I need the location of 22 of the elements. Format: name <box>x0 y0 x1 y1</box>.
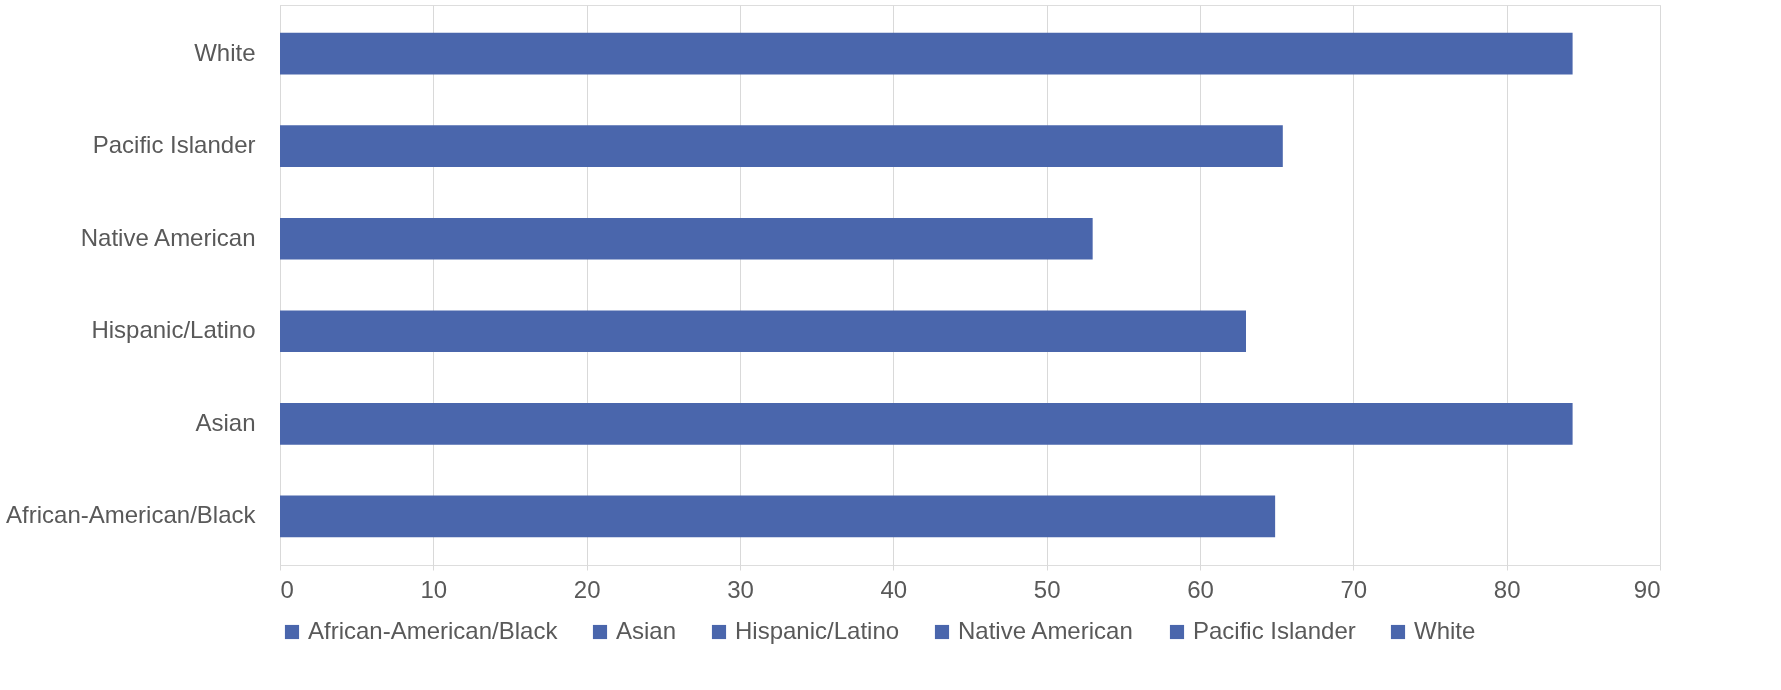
legend-label: Hispanic/Latino <box>735 617 900 644</box>
legend-label: Asian <box>616 617 677 644</box>
y-tick-label: Hispanic/Latino <box>91 316 256 344</box>
legend-label: Native American <box>958 617 1133 644</box>
x-tick-label: 60 <box>1187 575 1214 603</box>
legend-label: Pacific Islander <box>1193 617 1356 644</box>
y-tick-label: White <box>194 38 256 66</box>
legend-label: African-American/Black <box>308 617 559 644</box>
y-tick-label: African-American/Black <box>6 501 257 529</box>
x-tick-label: 70 <box>1340 575 1368 603</box>
x-tick-label: 10 <box>420 575 448 603</box>
x-tick-label: 0 <box>280 575 294 603</box>
x-tick-label: 30 <box>727 575 754 603</box>
x-tick-label: 80 <box>1493 575 1521 603</box>
y-tick-label: Asian <box>195 408 256 436</box>
x-tick-label: 20 <box>573 575 601 603</box>
x-tick-label: 90 <box>1633 575 1661 603</box>
legend-label: White <box>1414 617 1476 644</box>
x-tick-label: 40 <box>880 575 908 603</box>
x-tick-label: 50 <box>1033 575 1061 603</box>
y-tick-label: Native American <box>80 223 256 251</box>
y-tick-label: Pacific Islander <box>92 131 256 159</box>
